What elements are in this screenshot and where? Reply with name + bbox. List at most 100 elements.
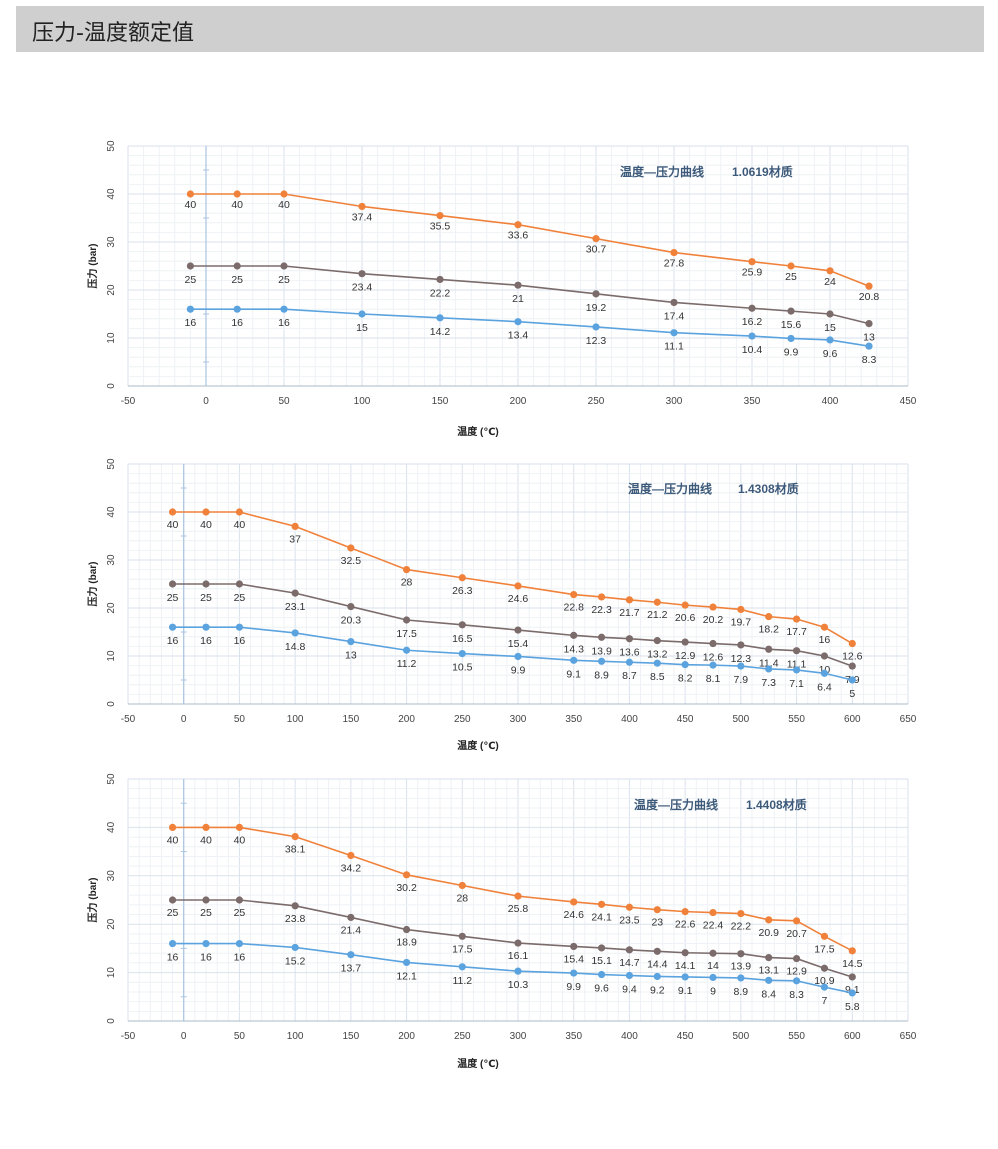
data-label: 17.4 [664,310,685,322]
data-label: 26.3 [452,585,473,597]
x-tick-label: 150 [343,1031,360,1042]
data-point [709,973,717,982]
data-label: 20.7 [786,928,807,940]
data-label: 24.6 [563,909,584,921]
data-label: 10.3 [508,979,529,991]
data-label: 17.5 [396,628,417,640]
data-label: 15.2 [285,955,306,967]
data-label: 40 [231,199,243,211]
data-label: 11.2 [452,975,472,987]
data-label: 33.6 [508,230,529,242]
data-point [681,638,689,646]
data-label: 8.1 [706,673,721,685]
data-label: 9.1 [678,985,693,997]
data-label: 8.7 [622,670,637,682]
chart-legend-title: 温度—压力曲线 [628,481,712,496]
data-label: 18.2 [758,624,779,636]
data-point [402,925,411,934]
data-label: 22.8 [563,602,584,614]
x-tick-label: 0 [181,714,187,725]
section-header: 压力-温度额定值 [16,6,984,52]
data-label: 19.7 [731,616,752,628]
data-label: 8.4 [761,988,776,1000]
data-point [625,635,634,643]
data-label: 16 [231,317,243,329]
data-point [514,318,522,326]
data-label: 16 [819,634,831,646]
data-label: 40 [167,834,179,846]
data-point [358,270,366,278]
data-point [597,633,606,641]
data-label: 8.3 [862,354,877,366]
data-point [848,676,856,684]
data-point [737,641,745,649]
data-label: 25 [231,274,243,286]
data-label: 8.5 [650,671,665,683]
y-tick-label: 30 [106,236,117,248]
data-label: 22.4 [703,920,724,932]
data-label: 10.9 [814,975,835,987]
data-label: 24.1 [591,911,612,923]
data-point [848,989,856,997]
data-label: 25 [200,907,212,919]
data-point [436,275,444,284]
data-label: 6.4 [817,681,832,693]
data-point [358,310,366,318]
data-label: 14.2 [430,326,451,338]
data-point [625,971,634,980]
data-point [291,943,299,952]
data-label: 25 [785,271,797,283]
data-point [865,282,873,290]
data-point [347,602,355,611]
x-axis-title: 温度 (℃) [457,1057,499,1070]
data-label: 8.3 [789,989,804,1001]
data-point [570,942,578,951]
data-point [235,623,244,631]
x-tick-label: 0 [203,396,209,407]
y-tick-label: 50 [106,458,117,470]
y-axis-title: 压力 (bar) [86,878,99,923]
data-point [748,332,756,340]
data-label: 30.2 [396,882,417,894]
data-label: 9 [710,985,716,997]
data-point [168,823,177,831]
data-label: 16 [234,635,246,647]
x-tick-label: 600 [844,1031,861,1042]
data-label: 13.9 [591,645,612,657]
data-point [826,336,834,344]
data-label: 16.2 [742,316,763,328]
data-label: 20.9 [758,927,779,939]
data-label: 23.4 [352,282,373,294]
y-axis-title: 压力 (bar) [86,562,99,607]
data-point [436,212,444,220]
data-point [235,896,244,904]
data-point [291,902,299,910]
x-tick-label: -50 [121,1031,136,1042]
data-point [826,267,834,275]
data-point [458,574,466,582]
data-label: 17.5 [814,943,835,955]
chart-legend-title: 温度—压力曲线 [634,797,718,812]
y-tick-label: 50 [106,773,117,785]
data-label: 25 [167,592,179,604]
data-label: 37 [289,533,301,545]
data-point [848,639,856,648]
data-point [186,262,194,270]
data-label: 21 [512,293,524,305]
data-point [402,958,411,967]
data-point [625,658,634,666]
data-point [670,248,678,257]
data-point [168,896,177,904]
data-label: 25 [234,592,246,604]
data-point [202,823,210,831]
data-label: 15.1 [591,955,612,967]
series-line [190,308,870,347]
data-label: 7.1 [789,678,804,690]
data-point [358,202,366,211]
data-point [514,582,522,590]
data-label: 13.1 [758,965,779,977]
data-label: 17.5 [452,943,473,955]
data-label: 16 [185,317,197,329]
data-point [597,593,606,601]
data-point [402,871,411,879]
